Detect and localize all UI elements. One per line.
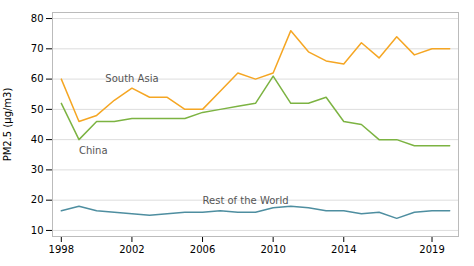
svg-text:Rest of the World: Rest of the World: [203, 195, 289, 206]
svg-text:2002: 2002: [119, 244, 144, 255]
svg-text:40: 40: [31, 134, 44, 145]
svg-text:2019: 2019: [419, 244, 444, 255]
svg-text:2006: 2006: [190, 244, 215, 255]
svg-text:2014: 2014: [331, 244, 356, 255]
svg-text:10: 10: [31, 225, 44, 236]
svg-text:70: 70: [31, 43, 44, 54]
svg-text:20: 20: [31, 194, 44, 205]
svg-text:50: 50: [31, 104, 44, 115]
svg-text:80: 80: [31, 13, 44, 24]
svg-text:30: 30: [31, 164, 44, 175]
svg-text:2010: 2010: [260, 244, 285, 255]
svg-text:PM2.5 (μg/m3): PM2.5 (μg/m3): [2, 88, 13, 162]
svg-text:60: 60: [31, 73, 44, 84]
svg-text:China: China: [79, 145, 108, 156]
svg-text:1998: 1998: [49, 244, 74, 255]
svg-text:South Asia: South Asia: [105, 73, 158, 84]
